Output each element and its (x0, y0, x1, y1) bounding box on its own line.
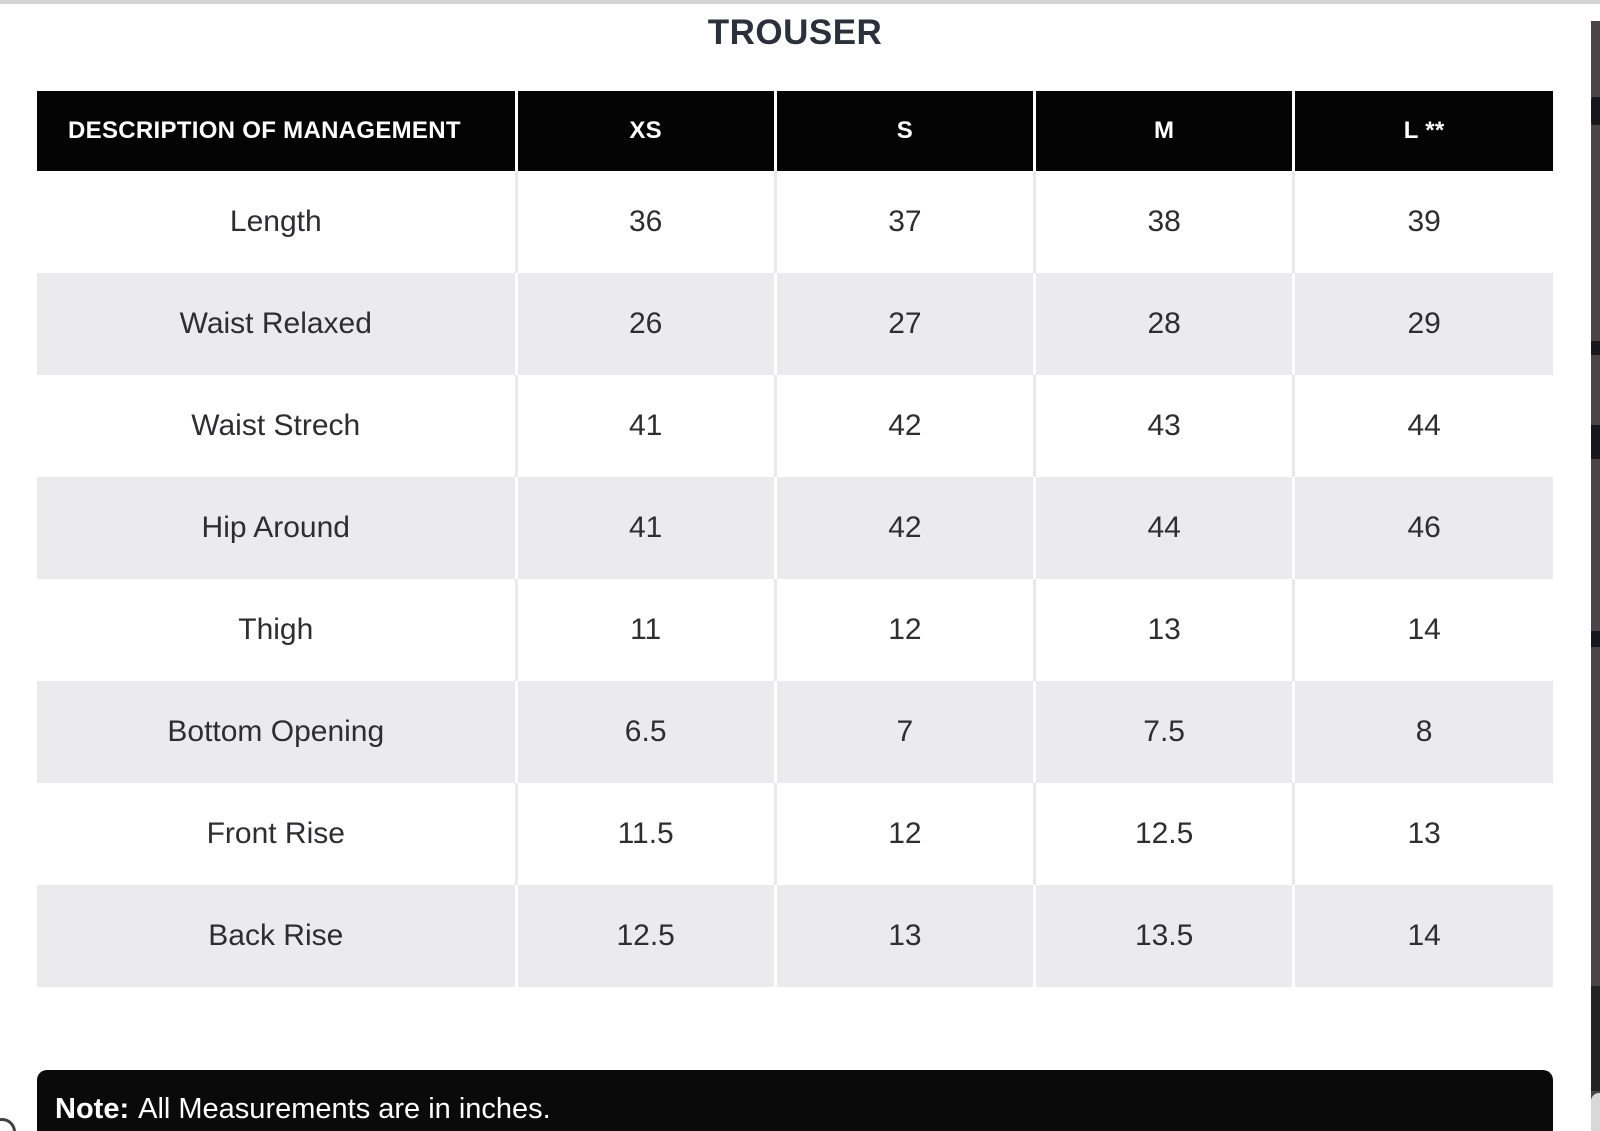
measurement-value-cell: 11.5 (516, 783, 777, 885)
measurement-value-cell: 12 (775, 783, 1037, 885)
measurement-value-cell: 29 (1293, 273, 1553, 375)
table-header: DESCRIPTION OF MANAGEMENT XS S M L ** (37, 91, 1553, 171)
cutoff-content-mark (1591, 341, 1600, 355)
row-label-cell: Waist Relaxed (37, 273, 518, 375)
row-label-cell: Front Rise (37, 783, 518, 885)
measurement-value-cell: 28 (1034, 273, 1296, 375)
page-title: TROUSER (707, 13, 883, 52)
measurement-value-cell: 42 (775, 477, 1037, 579)
measurement-value-cell: 14 (1293, 579, 1553, 681)
table-header-row: DESCRIPTION OF MANAGEMENT XS S M L ** (37, 91, 1553, 171)
measurement-value-cell: 12.5 (516, 885, 777, 987)
measurement-value-cell: 37 (775, 171, 1037, 273)
measurement-value-cell: 6.5 (516, 681, 777, 783)
measurement-value-cell: 8 (1293, 681, 1553, 783)
table-row: Back Rise 12.5 13 13.5 14 (37, 885, 1553, 987)
size-chart-table: DESCRIPTION OF MANAGEMENT XS S M L ** Le… (37, 91, 1553, 987)
measurement-value-cell: 11 (516, 579, 777, 681)
note-label: Note: (55, 1093, 130, 1125)
top-edge-strip (0, 0, 1600, 4)
measurement-value-cell: 41 (516, 477, 777, 579)
measurement-value-cell: 13 (775, 885, 1037, 987)
measurement-value-cell: 13 (1293, 783, 1553, 885)
measurement-value-cell: 44 (1034, 477, 1296, 579)
row-label-cell: Waist Strech (37, 375, 518, 477)
bottom-left-arc-artifact (0, 1118, 16, 1131)
note-text: All Measurements are in inches. (138, 1093, 551, 1125)
measurement-value-cell: 38 (1034, 171, 1296, 273)
row-label-cell: Bottom Opening (37, 681, 518, 783)
cutoff-content-corner (1591, 1093, 1600, 1131)
table-body: Length 36 37 38 39 Waist Relaxed 26 27 28 29 Waist… (37, 171, 1553, 987)
measurement-value-cell: 26 (516, 273, 777, 375)
right-edge-strip (1591, 21, 1600, 1131)
measurement-value-cell: 42 (775, 375, 1037, 477)
column-header-m: M (1034, 91, 1296, 171)
measurement-value-cell: 41 (516, 375, 777, 477)
measurement-value-cell: 12.5 (1034, 783, 1296, 885)
measurement-value-cell: 36 (516, 171, 777, 273)
row-label-cell: Length (37, 171, 518, 273)
measurement-value-cell: 7.5 (1034, 681, 1296, 783)
measurement-value-cell: 12 (775, 579, 1037, 681)
note-bar: Note: All Measurements are in inches. (37, 1070, 1553, 1131)
column-header-l: L ** (1293, 91, 1553, 171)
row-label-cell: Thigh (37, 579, 518, 681)
measurement-value-cell: 39 (1293, 171, 1553, 273)
table-row: Front Rise 11.5 12 12.5 13 (37, 783, 1553, 885)
measurement-value-cell: 14 (1293, 885, 1553, 987)
measurement-value-cell: 13 (1034, 579, 1296, 681)
cutoff-content-mark (1591, 425, 1600, 459)
row-label-cell: Hip Around (37, 477, 518, 579)
column-header-s: S (775, 91, 1037, 171)
table-row: Hip Around 41 42 44 46 (37, 477, 1553, 579)
row-label-cell: Back Rise (37, 885, 518, 987)
table-row: Length 36 37 38 39 (37, 171, 1553, 273)
table-row: Waist Strech 41 42 43 44 (37, 375, 1553, 477)
table-row: Waist Relaxed 26 27 28 29 (37, 273, 1553, 375)
column-header-description: DESCRIPTION OF MANAGEMENT (37, 91, 518, 171)
measurement-value-cell: 43 (1034, 375, 1296, 477)
column-header-xs: XS (516, 91, 777, 171)
table-row: Thigh 11 12 13 14 (37, 579, 1553, 681)
cutoff-content-mark (1591, 97, 1600, 125)
measurement-value-cell: 46 (1293, 477, 1553, 579)
cutoff-content-block (1591, 986, 1600, 1091)
table-row: Bottom Opening 6.5 7 7.5 8 (37, 681, 1553, 783)
measurement-value-cell: 7 (775, 681, 1037, 783)
measurement-value-cell: 27 (775, 273, 1037, 375)
measurement-value-cell: 44 (1293, 375, 1553, 477)
title-container: TROUSER (37, 14, 1553, 52)
measurement-value-cell: 13.5 (1034, 885, 1296, 987)
cutoff-content-mark (1591, 631, 1600, 647)
